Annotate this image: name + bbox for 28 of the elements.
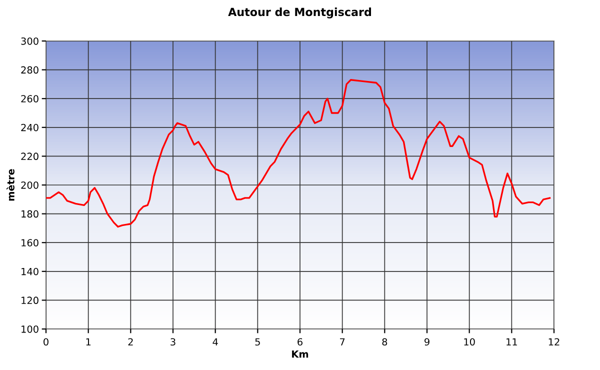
y-axis-title: mètre [6, 169, 14, 201]
y-tick-label: 280 [21, 66, 38, 74]
y-tick-label: 120 [22, 296, 38, 304]
x-tick-label: 1 [86, 338, 91, 346]
chart-title: Autour de Montgiscard [228, 8, 372, 18]
y-tick-label: 200 [21, 181, 38, 189]
x-tick-label: 2 [128, 338, 133, 346]
x-tick-label: 12 [548, 338, 560, 346]
x-tick-label: 5 [255, 338, 260, 346]
y-tick-label: 260 [21, 95, 38, 102]
x-tick-label: 10 [464, 338, 475, 346]
y-tick-label: 160 [22, 239, 38, 246]
y-tick-label: 180 [22, 210, 38, 218]
x-tick-label: 3 [170, 338, 176, 346]
x-tick-label: 0 [44, 338, 48, 346]
y-tick-label: 220 [21, 152, 38, 160]
x-axis-title: Km [292, 350, 308, 358]
line-series [46, 79, 551, 228]
y-tick-label: 100 [22, 325, 38, 333]
x-tick-label: 7 [340, 338, 345, 346]
x-tick-label: 9 [424, 338, 430, 346]
x-tick-label: 11 [506, 338, 517, 346]
x-tick-label: 8 [382, 338, 388, 346]
y-tick-label: 240 [21, 124, 38, 132]
y-tick-label: 300 [21, 37, 38, 45]
x-tick-label: 4 [212, 338, 218, 346]
y-tick-label: 140 [22, 268, 38, 276]
x-tick-label: 6 [298, 338, 302, 346]
